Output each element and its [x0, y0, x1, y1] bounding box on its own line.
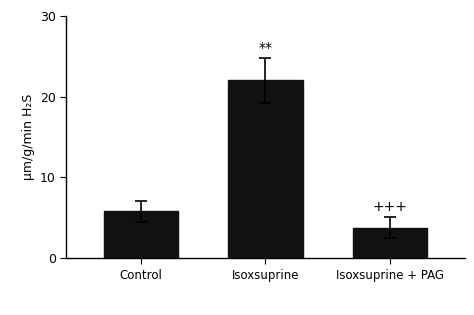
Bar [104, 211, 178, 258]
Bar [353, 227, 427, 258]
Y-axis label: μm/g/min H₂S: μm/g/min H₂S [21, 94, 35, 180]
Bar [228, 80, 303, 258]
Text: **: ** [258, 41, 273, 54]
Text: +++: +++ [373, 200, 407, 214]
